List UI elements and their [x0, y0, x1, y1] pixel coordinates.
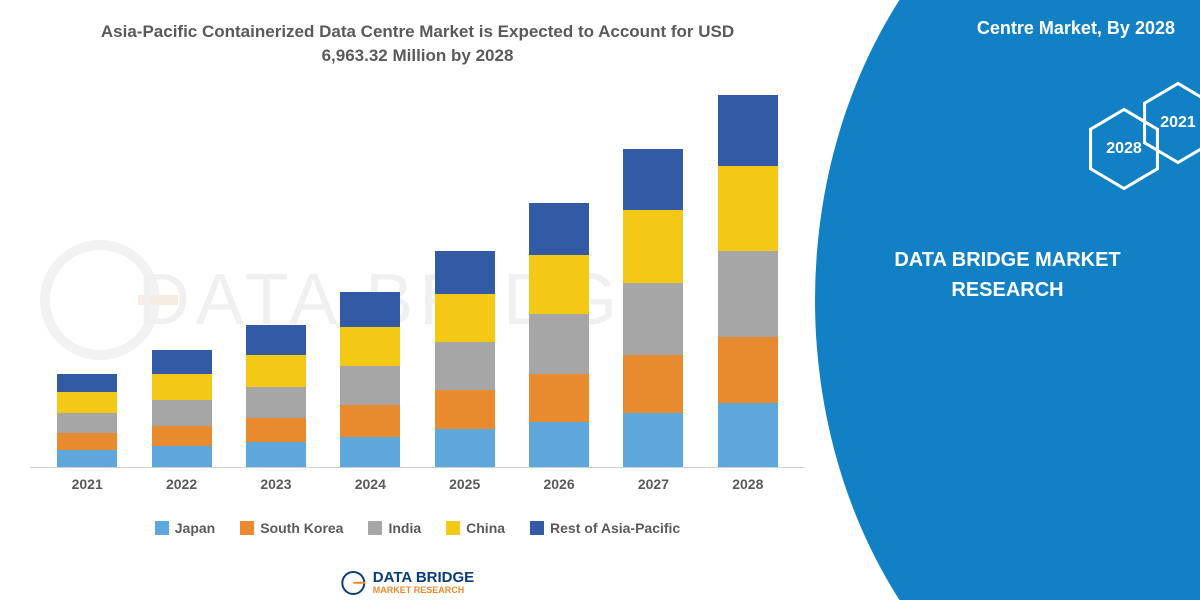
bar-segment — [718, 95, 778, 166]
bar-stack — [340, 292, 400, 467]
chart-title: Asia-Pacific Containerized Data Centre M… — [98, 20, 738, 68]
bar-segment — [152, 426, 212, 446]
bar-segment — [718, 166, 778, 251]
bar-segment — [718, 337, 778, 404]
bar-segment — [529, 374, 589, 422]
legend-swatch — [530, 521, 544, 535]
bar-segment — [152, 400, 212, 426]
x-axis-label: 2021 — [47, 476, 127, 492]
bar-group — [142, 350, 222, 467]
bar-stack — [623, 149, 683, 467]
bar-segment — [246, 387, 306, 419]
legend-item: China — [446, 520, 505, 536]
bar-segment — [246, 355, 306, 387]
bar-segment — [246, 442, 306, 466]
bar-segment — [435, 251, 495, 294]
legend-item: India — [368, 520, 421, 536]
bar-segment — [529, 203, 589, 255]
bar-segment — [246, 325, 306, 355]
x-axis-label: 2025 — [425, 476, 505, 492]
brand-line1: DATA BRIDGE MARKET — [894, 249, 1120, 271]
bar-segment — [340, 327, 400, 366]
x-axis-label: 2024 — [330, 476, 410, 492]
bar-segment — [623, 355, 683, 413]
x-axis-label: 2026 — [519, 476, 599, 492]
bar-group — [425, 251, 505, 466]
bar-group — [330, 292, 410, 467]
legend-item: South Korea — [240, 520, 343, 536]
bar-segment — [340, 292, 400, 327]
x-axis-label: 2023 — [236, 476, 316, 492]
bar-group — [519, 203, 599, 467]
legend-item: Rest of Asia-Pacific — [530, 520, 680, 536]
chart-legend: Japan South Korea India China Rest of Asia-P… — [30, 520, 805, 536]
bar-segment — [340, 366, 400, 405]
legend-swatch — [155, 521, 169, 535]
x-axis-label: 2028 — [708, 476, 788, 492]
bar-segment — [57, 450, 117, 467]
x-axis-label: 2022 — [142, 476, 222, 492]
brand-line2: RESEARCH — [951, 279, 1063, 301]
legend-label: Japan — [175, 520, 215, 536]
bar-stack — [152, 350, 212, 467]
bar-group — [708, 95, 788, 466]
info-panel-header: Centre Market, By 2028 — [815, 0, 1200, 39]
brand-logo-name: DATA BRIDGE — [373, 570, 474, 585]
bar-stack — [57, 374, 117, 467]
legend-swatch — [446, 521, 460, 535]
legend-item: Japan — [155, 520, 215, 536]
chart-panel: Asia-Pacific Containerized Data Centre M… — [0, 0, 815, 600]
bar-group — [236, 325, 316, 466]
legend-label: South Korea — [260, 520, 343, 536]
legend-label: China — [466, 520, 505, 536]
bar-segment — [435, 390, 495, 429]
brand-footer-logo: DATA BRIDGE MARKET RESEARCH — [341, 570, 474, 595]
bar-group — [613, 149, 693, 467]
bar-segment — [340, 405, 400, 437]
bar-stack — [718, 95, 778, 466]
bar-segment — [57, 374, 117, 393]
bar-segment — [529, 422, 589, 467]
hexagon-front-label: 2021 — [1160, 114, 1196, 132]
brand-logo-icon — [341, 571, 365, 595]
hexagon-front: 2021 — [1140, 80, 1200, 166]
bar-segment — [623, 210, 683, 282]
brand-title: DATA BRIDGE MARKET RESEARCH — [815, 245, 1200, 305]
bar-stack — [435, 251, 495, 466]
bar-segment — [718, 403, 778, 466]
bar-segment — [623, 413, 683, 467]
bar-segment — [529, 314, 589, 373]
bar-segment — [623, 283, 683, 355]
bar-segment — [435, 429, 495, 466]
bar-segment — [340, 437, 400, 467]
brand-logo-sub: MARKET RESEARCH — [373, 585, 474, 595]
bar-segment — [152, 350, 212, 374]
hexagon-back-label: 2028 — [1106, 140, 1142, 158]
bar-stack — [246, 325, 306, 466]
bar-segment — [623, 149, 683, 210]
info-panel: Centre Market, By 2028 2028 2021 DATA BR… — [815, 0, 1200, 600]
x-axis-label: 2027 — [613, 476, 693, 492]
bar-segment — [57, 433, 117, 450]
legend-label: India — [388, 520, 421, 536]
bar-group — [47, 374, 127, 467]
legend-label: Rest of Asia-Pacific — [550, 520, 680, 536]
bar-segment — [435, 342, 495, 390]
bar-segment — [435, 294, 495, 342]
bar-segment — [246, 418, 306, 442]
bar-segment — [152, 374, 212, 400]
bar-segment — [152, 446, 212, 466]
legend-swatch — [240, 521, 254, 535]
bar-segment — [529, 255, 589, 314]
bar-segment — [57, 392, 117, 412]
stacked-bar-chart: 2021 2022 2023 2024 2025 2026 2027 2028 — [30, 78, 805, 508]
legend-swatch — [368, 521, 382, 535]
bar-segment — [57, 413, 117, 433]
bar-stack — [529, 203, 589, 467]
bar-segment — [718, 251, 778, 336]
